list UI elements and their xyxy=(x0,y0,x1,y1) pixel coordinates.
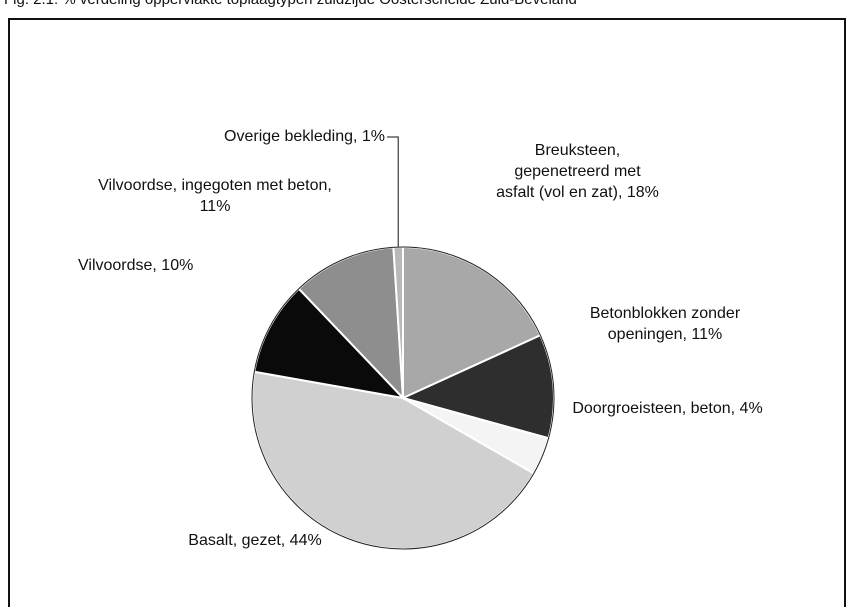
slice-label: Breuksteen, gepenetreerd met asfalt (vol… xyxy=(496,142,659,201)
leader-line xyxy=(387,136,399,248)
slice-label: Basalt, gezet, 44% xyxy=(188,532,322,549)
slice-label: Betonblokken zonder openingen, 11% xyxy=(589,305,741,343)
slice-label: Vilvoordse, ingegoten met beton, 11% xyxy=(98,177,332,215)
slice-label: Overige bekleding, 1% xyxy=(224,128,385,145)
pie-outline xyxy=(251,246,555,550)
slice-label: Vilvoordse, 10% xyxy=(78,257,194,274)
chart-title: Fig. 2.1: % verdeling oppervlakte toplaa… xyxy=(4,0,577,8)
chart-frame xyxy=(8,18,846,607)
slice-label: Doorgroeisteen, beton, 4% xyxy=(572,400,763,417)
